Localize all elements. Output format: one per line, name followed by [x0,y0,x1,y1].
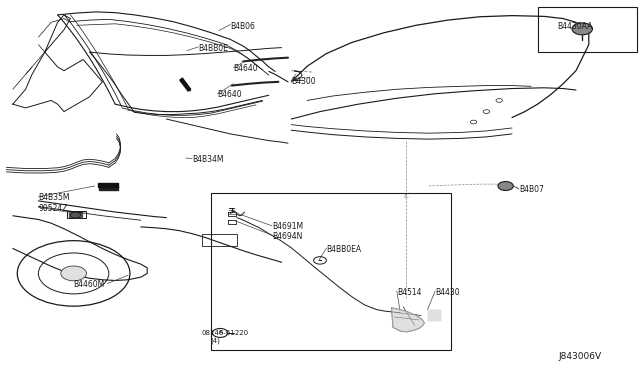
Bar [211,193,451,350]
Text: B4430AA: B4430AA [557,22,592,31]
Circle shape [498,182,513,190]
Text: 08146-61220: 08146-61220 [202,330,249,336]
Bar [202,234,237,246]
Polygon shape [392,308,424,332]
Text: B4640: B4640 [218,90,242,99]
Text: R: R [218,330,222,336]
Text: J843006V: J843006V [558,352,601,361]
Text: 90524Z: 90524Z [38,204,68,213]
Text: B4B06: B4B06 [230,22,255,31]
Text: (4): (4) [211,338,220,344]
Text: B4BB0EA: B4BB0EA [326,245,362,254]
Polygon shape [69,212,82,217]
Text: B4514: B4514 [397,288,421,296]
Text: B4300: B4300 [291,77,316,86]
Polygon shape [99,186,118,190]
Circle shape [61,266,86,281]
Polygon shape [98,183,118,187]
Text: B4691M: B4691M [272,222,303,231]
Text: B4430: B4430 [435,288,460,296]
Text: B4B34M: B4B34M [192,155,223,164]
Text: B4B35M: B4B35M [38,193,70,202]
Text: B4694N: B4694N [272,232,302,241]
Text: B4640: B4640 [234,64,258,73]
Bar [538,7,637,52]
Text: B4B07: B4B07 [520,185,545,194]
Polygon shape [428,310,440,320]
Circle shape [572,23,593,35]
Text: B4BB0E: B4BB0E [198,44,228,53]
Text: B4460M: B4460M [74,280,105,289]
Polygon shape [180,78,191,91]
